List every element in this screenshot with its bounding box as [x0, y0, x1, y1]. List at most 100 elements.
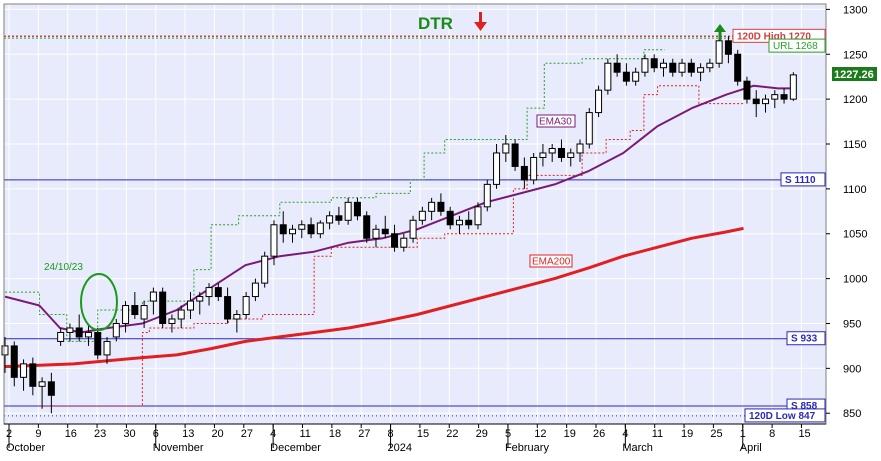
- candle-body: [483, 183, 491, 208]
- ema200-label-box: [529, 254, 573, 268]
- y-tick-label: 1300: [843, 4, 867, 16]
- candle: [353, 197, 361, 221]
- y-axis: 850 900 950 1000 1050 1100 1150 1200 1250 1300: [826, 4, 867, 420]
- candle: [381, 215, 389, 239]
- y-tick-label: 1250: [843, 49, 867, 61]
- candle-body: [576, 143, 584, 154]
- candle: [743, 76, 751, 104]
- candle: [149, 287, 157, 315]
- annotation-date: 24/10/23: [44, 262, 83, 273]
- candle: [94, 327, 102, 360]
- trail-red-line: [39, 85, 744, 407]
- candle: [205, 283, 213, 306]
- month-label: April: [740, 442, 762, 454]
- candle-body: [789, 74, 797, 100]
- candle-body: [437, 201, 445, 212]
- level-label-box: [744, 408, 826, 423]
- candle: [595, 85, 603, 118]
- candle-body: [418, 210, 426, 221]
- month-label: October: [6, 442, 45, 454]
- candle: [391, 224, 399, 252]
- y-tick-label: 1200: [843, 94, 867, 106]
- candle: [307, 217, 315, 239]
- last-price-badge: 1227.26: [832, 67, 877, 81]
- candle-body: [29, 363, 37, 387]
- candle: [789, 72, 797, 101]
- x-tick-label: 23: [94, 428, 106, 440]
- candle-body: [279, 224, 287, 235]
- candle-body: [94, 331, 102, 356]
- level-label: S 933: [791, 334, 818, 345]
- candle: [641, 54, 649, 77]
- candle-body: [261, 255, 269, 284]
- candle-body: [762, 98, 770, 105]
- candle-body: [632, 71, 640, 82]
- candle: [261, 251, 269, 288]
- month-label: February: [505, 442, 550, 454]
- x-tick-label: 18: [329, 428, 341, 440]
- level-lines: [4, 35, 826, 417]
- candle-body: [502, 143, 510, 154]
- candle: [771, 90, 779, 109]
- candle: [687, 58, 695, 77]
- candle: [131, 292, 139, 319]
- candle-body: [724, 40, 732, 55]
- month-label: March: [622, 442, 653, 454]
- x-tick-label: 27: [358, 428, 370, 440]
- candle: [20, 359, 28, 391]
- y-tick-label: 1050: [843, 229, 867, 241]
- x-tick-label: 11: [652, 428, 663, 440]
- candle: [186, 292, 194, 319]
- candle: [752, 90, 760, 118]
- candle: [576, 139, 584, 162]
- candle: [706, 58, 714, 73]
- candle: [585, 108, 593, 149]
- candle-body: [752, 98, 760, 105]
- candle: [539, 144, 547, 167]
- candle-body: [372, 228, 380, 239]
- candle-body: [66, 327, 74, 333]
- candle-body: [159, 291, 167, 324]
- candle: [251, 278, 259, 302]
- candle-body: [465, 219, 473, 226]
- candle-body: [455, 219, 463, 226]
- candle-body: [186, 300, 194, 311]
- candle-body: [335, 215, 343, 221]
- x-tick-label: 29: [476, 428, 488, 440]
- x-tick-label: 19: [681, 428, 693, 440]
- candle: [112, 319, 120, 342]
- candle-body: [734, 53, 742, 82]
- candle: [289, 224, 297, 243]
- highlight-circle: [80, 273, 118, 331]
- candle: [10, 341, 18, 387]
- candle: [400, 233, 408, 252]
- candle-body: [641, 58, 649, 73]
- level-label: URL 1268: [773, 41, 818, 52]
- candle: [409, 215, 417, 243]
- x-tick-label: 16: [65, 428, 77, 440]
- candle-body: [604, 62, 612, 91]
- candle: [437, 193, 445, 216]
- candle: [326, 211, 334, 230]
- candle: [622, 63, 630, 86]
- candle-body: [400, 237, 408, 248]
- candle: [669, 58, 677, 77]
- level-label: 120D High 1270: [737, 31, 811, 42]
- x-tick-label: 15: [798, 428, 810, 440]
- candle: [734, 49, 742, 86]
- candle-body: [103, 340, 111, 356]
- candle-body: [428, 201, 436, 212]
- ema200-line: [4, 226, 744, 369]
- candle-body: [289, 228, 297, 235]
- last-price: 1227.26: [834, 69, 874, 81]
- candle: [502, 135, 510, 162]
- candle-body: [84, 331, 92, 338]
- ema200-series: [4, 226, 744, 369]
- candle-body: [270, 224, 278, 257]
- plot-background: [4, 4, 826, 424]
- candle: [363, 211, 371, 243]
- x-tick-label: 26: [593, 428, 605, 440]
- candle-body: [585, 112, 593, 145]
- candle: [715, 36, 723, 68]
- candle: [84, 323, 92, 346]
